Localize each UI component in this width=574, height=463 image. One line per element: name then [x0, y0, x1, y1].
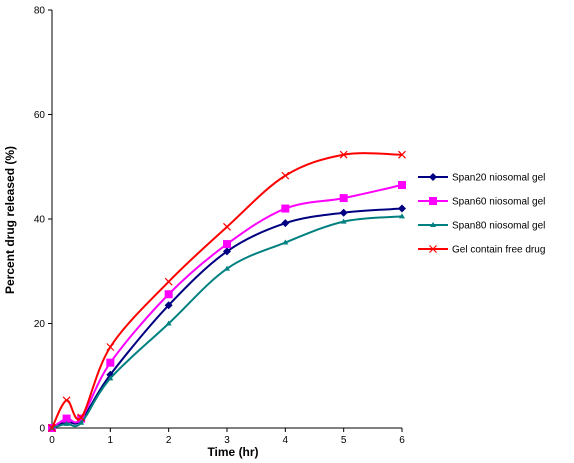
legend-item: Span20 niosomal gel: [418, 173, 545, 184]
data-point: [398, 204, 406, 213]
legend: Span20 niosomal gel Span60 niosomal gel Sp…: [418, 173, 545, 256]
x-tick-label: 1: [108, 435, 114, 446]
data-point: [164, 290, 173, 299]
data-point: [77, 413, 86, 422]
legend-label: Span60 niosomal gel: [452, 197, 545, 208]
legend-item: Span80 niosomal gel: [418, 221, 545, 232]
data-point: [340, 218, 347, 224]
data-point: [62, 396, 71, 405]
data-point: [429, 197, 437, 205]
x-tick-label: 0: [49, 435, 55, 446]
y-tick-label: 0: [39, 424, 45, 435]
data-point: [339, 150, 348, 159]
data-point: [224, 265, 230, 271]
series-layer: [48, 150, 406, 432]
data-point: [223, 240, 231, 249]
series-4: [48, 150, 406, 432]
data-point: [63, 420, 70, 426]
x-tick-label: 3: [224, 435, 230, 446]
axes: 0 20 40 60 80 0 1 2 3 4 5 6: [34, 6, 405, 447]
y-tick-label: 20: [34, 319, 46, 330]
data-point: [62, 414, 71, 423]
legend-label: Span80 niosomal gel: [452, 221, 545, 232]
data-point: [430, 222, 436, 227]
data-point: [78, 419, 85, 425]
x-tick-label: 2: [166, 435, 172, 446]
legend-item: Span60 niosomal gel: [418, 197, 545, 208]
data-point: [398, 150, 406, 159]
data-point: [281, 219, 290, 228]
y-tick-label: 80: [34, 6, 46, 17]
x-tick-label: 6: [399, 435, 405, 446]
data-point: [106, 358, 115, 367]
data-point: [223, 222, 231, 231]
data-point: [429, 173, 437, 181]
data-point: [223, 247, 231, 256]
data-point: [398, 181, 406, 190]
legend-item: Gel contain free drug: [418, 245, 545, 256]
data-point: [281, 204, 290, 213]
data-point: [106, 343, 115, 351]
x-axis-title: Time (hr): [207, 445, 258, 459]
legend-label: Span20 niosomal gel: [452, 173, 545, 184]
data-point: [339, 208, 348, 217]
data-point: [164, 277, 173, 286]
data-point: [282, 239, 289, 245]
data-point: [164, 301, 173, 310]
legend-label: Gel contain free drug: [452, 245, 545, 256]
y-tick-label: 60: [34, 110, 46, 121]
data-point: [165, 320, 172, 326]
x-tick-label: 5: [341, 435, 347, 446]
data-point: [399, 213, 405, 219]
x-tick-label: 4: [283, 435, 289, 446]
data-point: [339, 194, 348, 203]
y-axis-title: Percent drug released (%): [3, 146, 17, 294]
data-point: [429, 245, 437, 253]
y-tick-label: 40: [34, 215, 46, 226]
series-2: [48, 181, 406, 432]
data-point: [107, 375, 114, 381]
series-1: [48, 204, 406, 432]
data-point: [48, 424, 56, 432]
data-point: [281, 171, 290, 180]
